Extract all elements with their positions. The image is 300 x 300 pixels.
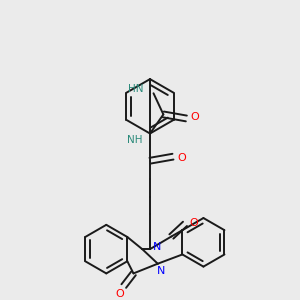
Text: NH: NH (127, 135, 142, 145)
Text: N: N (153, 242, 161, 252)
Text: O: O (189, 218, 198, 228)
Text: O: O (116, 289, 124, 299)
Text: O: O (177, 153, 186, 163)
Text: N: N (157, 266, 165, 277)
Text: O: O (191, 112, 200, 122)
Text: HN: HN (128, 84, 143, 94)
